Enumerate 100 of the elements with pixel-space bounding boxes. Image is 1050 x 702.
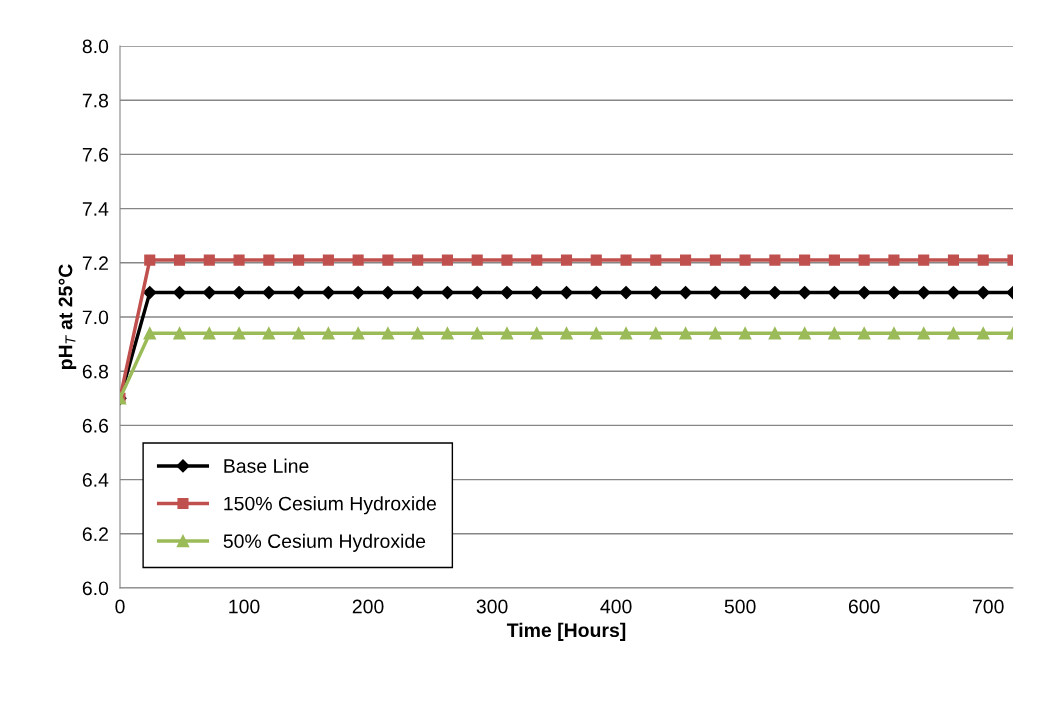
x-tick-label: 700: [972, 599, 1004, 614]
point: [976, 286, 990, 300]
point: [619, 327, 633, 340]
point: [858, 254, 870, 266]
point: [143, 286, 157, 300]
point: [738, 286, 752, 300]
point: [382, 254, 394, 266]
point: [352, 254, 364, 266]
y-tick-label: 6.2: [82, 527, 108, 542]
point: [560, 327, 573, 340]
y-tick-label: 7.4: [82, 202, 109, 216]
y-axis-title: pH$_{T}$ at 25°C: [58, 264, 77, 369]
point: [709, 327, 722, 340]
point: [441, 327, 454, 340]
point: [799, 254, 811, 266]
x-tick-label: 300: [476, 599, 508, 614]
point: [798, 286, 812, 300]
point: [857, 286, 871, 300]
point: [322, 254, 334, 266]
point: [709, 254, 721, 266]
legend-label: Base Line: [224, 458, 309, 473]
point: [321, 286, 335, 300]
point: [679, 327, 692, 340]
point: [293, 254, 305, 266]
point: [530, 327, 543, 340]
point: [619, 286, 633, 300]
point: [500, 327, 514, 340]
point: [708, 286, 722, 300]
point: [828, 327, 841, 340]
point: [172, 286, 187, 300]
y-tick-label: 6.8: [82, 364, 109, 379]
x-tick-label: 100: [229, 599, 260, 614]
point: [292, 286, 306, 300]
point: [381, 327, 395, 340]
point: [144, 254, 156, 266]
x-tick-label: 0: [115, 599, 125, 614]
x-tick-label: 500: [724, 599, 756, 614]
x-tick-label: 200: [352, 599, 384, 614]
point: [560, 254, 573, 266]
point: [262, 286, 276, 300]
point: [947, 327, 960, 340]
point: [917, 327, 930, 340]
y-tick-label: 7.8: [82, 93, 109, 108]
point: [946, 286, 961, 300]
point: [470, 286, 484, 300]
point: [351, 286, 365, 300]
y-tick-label: 7.2: [82, 256, 108, 270]
point: [232, 327, 246, 340]
point: [649, 286, 663, 300]
y-tick-label: 8.0: [82, 39, 109, 54]
point: [501, 254, 513, 266]
legend-label: 50% Cesium Hydroxide: [223, 533, 426, 552]
point: [649, 327, 663, 340]
x-tick-label: 600: [848, 599, 880, 614]
point: [917, 286, 931, 300]
point: [351, 327, 365, 340]
point: [887, 286, 901, 300]
point: [441, 254, 453, 266]
point: [322, 327, 335, 340]
point: [262, 327, 276, 340]
point: [589, 286, 603, 300]
x-axis-title: Time [Hours]: [506, 622, 626, 641]
point: [173, 327, 186, 340]
point: [857, 327, 871, 340]
point: [620, 254, 632, 266]
point: [263, 254, 275, 266]
point: [143, 327, 157, 340]
point: [678, 286, 693, 300]
point: [590, 327, 603, 340]
point: [203, 254, 215, 266]
point: [292, 327, 305, 340]
point: [411, 286, 425, 300]
point: [173, 254, 186, 266]
y-tick-label: 6.4: [82, 473, 109, 487]
x-tick-label: 400: [600, 599, 632, 614]
point: [828, 254, 840, 266]
point: [530, 286, 544, 300]
point: [202, 286, 216, 300]
point: [739, 254, 751, 266]
point: [232, 286, 246, 300]
point: [381, 286, 395, 300]
y-tick-label: 7.6: [82, 147, 109, 162]
point: [887, 327, 901, 340]
legend-label: 150% Cesium Hydroxide: [224, 496, 436, 515]
point: [470, 327, 484, 340]
point: [471, 254, 483, 266]
point: [531, 254, 543, 266]
point: [440, 286, 455, 300]
point: [976, 327, 990, 340]
point: [768, 286, 782, 300]
point: [768, 327, 782, 340]
point: [798, 327, 811, 340]
point: [559, 286, 574, 300]
point: [203, 327, 216, 340]
point: [500, 286, 514, 300]
point: [769, 254, 781, 266]
point: [590, 254, 602, 266]
point: [918, 254, 930, 266]
point: [680, 254, 692, 266]
y-tick-label: 6.6: [82, 418, 109, 433]
